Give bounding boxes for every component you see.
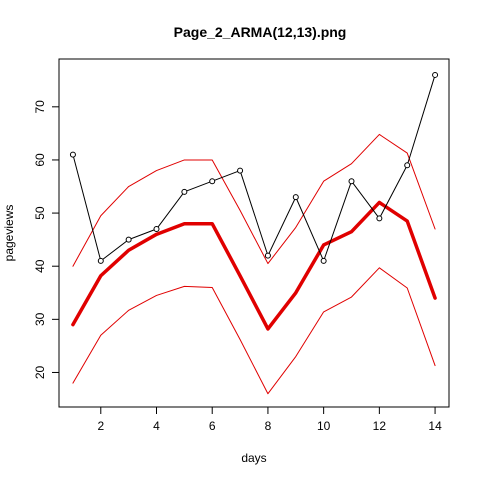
y-tick-label: 70 <box>33 100 47 114</box>
x-tick-label: 10 <box>317 419 331 433</box>
x-tick-label: 14 <box>428 419 442 433</box>
observed-point <box>348 178 355 185</box>
chart-title: Page_2_ARMA(12,13).png <box>174 24 347 40</box>
series-layer <box>69 71 439 395</box>
x-tick-label: 4 <box>153 419 160 433</box>
y-tick-label: 20 <box>33 365 47 379</box>
x-tick-label: 2 <box>97 419 104 433</box>
y-tick-label: 40 <box>33 259 47 273</box>
observed-line <box>72 74 436 262</box>
x-tick-label: 8 <box>265 419 272 433</box>
observed-point <box>153 226 160 233</box>
observed-point <box>181 188 188 195</box>
observed-point <box>69 151 76 158</box>
observed-point <box>237 167 244 174</box>
observed-point <box>320 257 327 264</box>
observed-point <box>97 257 104 264</box>
x-axis-label: days <box>241 451 266 465</box>
observed-point <box>376 215 383 222</box>
observed-point <box>292 194 299 201</box>
plot-frame <box>58 58 450 408</box>
observed-point <box>404 162 411 169</box>
x-axis: 2 4 6 8 10 12 14 <box>97 406 442 433</box>
x-tick-label: 6 <box>209 419 216 433</box>
lower-bound-line <box>72 267 436 395</box>
observed-point <box>209 178 216 185</box>
fitted-line <box>71 200 437 331</box>
observed-point <box>264 252 271 259</box>
x-tick-label: 12 <box>373 419 387 433</box>
observed-point <box>125 236 132 243</box>
observed-point <box>432 71 439 78</box>
y-tick-label: 50 <box>33 206 47 220</box>
y-tick-label: 30 <box>33 312 47 326</box>
y-axis: 20 30 40 50 60 70 <box>33 100 60 379</box>
upper-bound-line <box>72 133 436 267</box>
y-axis-label: pageviews <box>2 205 16 262</box>
y-tick-label: 60 <box>33 153 47 167</box>
